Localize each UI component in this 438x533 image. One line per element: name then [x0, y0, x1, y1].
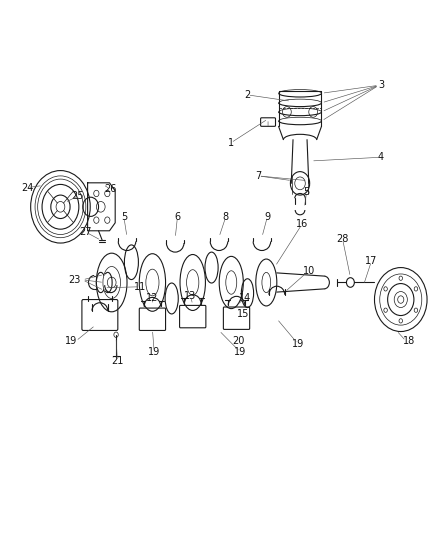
Text: 12: 12	[146, 294, 159, 303]
Text: 19: 19	[148, 347, 160, 357]
Text: 4: 4	[378, 152, 384, 162]
Text: 26: 26	[104, 184, 117, 194]
Text: 18: 18	[403, 336, 416, 346]
Text: 28: 28	[336, 234, 349, 244]
Text: 17: 17	[365, 256, 378, 266]
Text: 23: 23	[68, 275, 81, 285]
Text: 5: 5	[304, 187, 310, 197]
Text: 9: 9	[264, 213, 270, 222]
Text: 3: 3	[378, 80, 384, 90]
Text: 1: 1	[228, 138, 234, 148]
Text: 20: 20	[233, 336, 245, 346]
Text: 19: 19	[65, 336, 78, 346]
Text: 6: 6	[174, 213, 180, 222]
Text: 21: 21	[111, 357, 124, 366]
Text: 8: 8	[223, 213, 229, 222]
Text: 24: 24	[21, 183, 33, 192]
FancyBboxPatch shape	[261, 118, 276, 126]
Text: 2: 2	[244, 90, 251, 100]
Text: 19: 19	[292, 339, 304, 349]
Text: 25: 25	[72, 191, 84, 201]
Text: 27: 27	[79, 227, 92, 237]
Text: 14: 14	[239, 294, 251, 303]
Text: 10: 10	[303, 266, 315, 276]
Text: 13: 13	[184, 291, 197, 301]
Text: 16: 16	[296, 219, 308, 229]
Text: 11: 11	[134, 282, 146, 292]
Text: 19: 19	[234, 347, 246, 357]
Text: 7: 7	[255, 171, 261, 181]
Text: 15: 15	[237, 310, 249, 319]
Text: 5: 5	[121, 213, 127, 222]
